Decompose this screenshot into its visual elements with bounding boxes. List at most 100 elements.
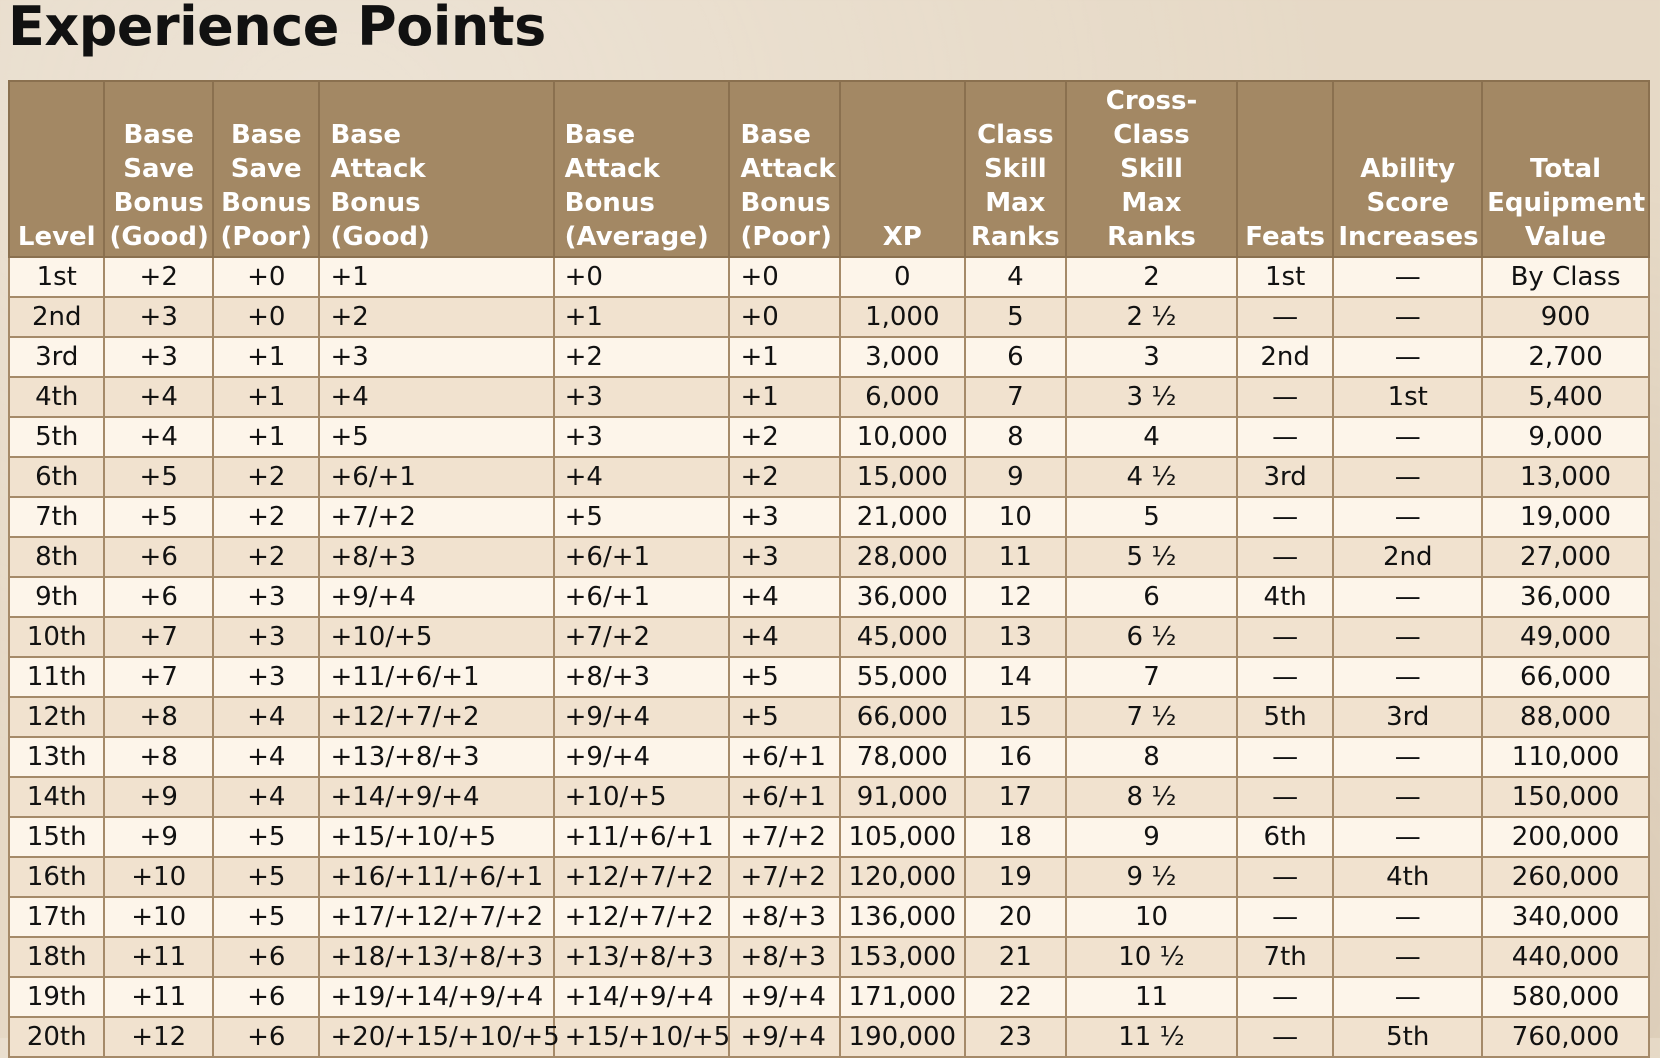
col-header-base-save-good: Base Save Bonus (Good) <box>103 80 214 258</box>
cell-feats: 4th <box>1235 576 1335 618</box>
cell-class-skill-max-ranks: 9 <box>963 456 1068 498</box>
cell-xp: 0 <box>839 256 966 298</box>
cell-base-save-good: +4 <box>103 376 214 418</box>
col-header-xp: XP <box>839 80 966 258</box>
cell-xp: 21,000 <box>839 496 966 538</box>
cell-base-attack-average: +9/+4 <box>552 696 731 738</box>
cell-base-attack-good: +19/+14/+9/+4 <box>318 976 555 1018</box>
col-header-line: Class <box>977 120 1054 150</box>
cell-cross-class-skill-max-ranks: 2 ½ <box>1065 296 1238 338</box>
cell-total-equipment-value: 27,000 <box>1481 536 1650 578</box>
col-header-line: Base <box>564 120 636 150</box>
cell-level: 19th <box>7 976 106 1018</box>
cell-base-save-poor: +4 <box>211 736 321 778</box>
cell-ability-score-increases: — <box>1332 496 1484 538</box>
cell-ability-score-increases: — <box>1332 816 1484 858</box>
cell-level: 14th <box>7 776 106 818</box>
cell-feats: — <box>1235 976 1335 1018</box>
cell-base-save-good: +8 <box>103 736 214 778</box>
cell-base-attack-average: +4 <box>552 456 731 498</box>
cell-total-equipment-value: 340,000 <box>1481 896 1650 938</box>
table-row: 3rd +3 +1 +3 +2 +1 3,000 6 3 2nd —2,700 <box>7 336 1650 378</box>
cell-xp: 6,000 <box>839 376 966 418</box>
cell-base-attack-good: +15/+10/+5 <box>318 816 555 858</box>
table-row: 7th +5 +2 +7/+2 +5 +3 21,000 10 5— —19,000 <box>7 496 1650 538</box>
col-header-line: (Poor) <box>740 222 832 252</box>
cell-class-skill-max-ranks: 17 <box>963 776 1068 818</box>
cell-base-save-good: +7 <box>103 656 214 698</box>
cell-base-attack-poor: +2 <box>728 416 841 458</box>
cell-base-attack-average: +6/+1 <box>552 536 731 578</box>
cell-cross-class-skill-max-ranks: 3 ½ <box>1065 376 1238 418</box>
cell-xp: 45,000 <box>839 616 966 658</box>
cell-cross-class-skill-max-ranks: 8 ½ <box>1065 776 1238 818</box>
cell-base-save-good: +5 <box>103 456 214 498</box>
table-body: 1st +2 +0 +1 +0 +0 0 4 2 1st — By Class 2nd +3 +0 +2 +1 +… <box>7 256 1650 1058</box>
cell-cross-class-skill-max-ranks: 9 <box>1065 816 1238 858</box>
cell-feats: — <box>1235 536 1335 578</box>
cell-base-save-poor: +3 <box>211 656 321 698</box>
cell-ability-score-increases: — <box>1332 456 1484 498</box>
cell-base-save-poor: +4 <box>211 696 321 738</box>
cell-base-attack-good: +16/+11/+6/+1 <box>318 856 555 898</box>
cell-base-attack-good: +10/+5 <box>318 616 555 658</box>
cell-base-attack-average: +1 <box>552 296 731 338</box>
cell-total-equipment-value: 36,000 <box>1481 576 1650 618</box>
cell-base-save-good: +10 <box>103 896 214 938</box>
col-header-line: Ranks <box>970 222 1060 252</box>
col-header-line: Score <box>1366 188 1449 218</box>
cell-ability-score-increases: — <box>1332 416 1484 458</box>
cell-feats: 2nd <box>1235 336 1335 378</box>
col-header-line: Max <box>1121 188 1182 218</box>
cell-class-skill-max-ranks: 7 <box>963 376 1068 418</box>
col-header-class-skill-max-ranks: Class Skill Max Ranks <box>963 80 1068 258</box>
cell-cross-class-skill-max-ranks: 2 <box>1065 256 1238 298</box>
cell-level: 16th <box>7 856 106 898</box>
col-header-total-equipment-value: Total Equipment Value <box>1481 80 1650 258</box>
cell-feats: — <box>1235 1016 1335 1058</box>
col-header-line: Skill <box>1120 154 1183 184</box>
cell-xp: 78,000 <box>839 736 966 778</box>
cell-ability-score-increases: 5th <box>1332 1016 1484 1058</box>
cell-level: 9th <box>7 576 106 618</box>
cell-total-equipment-value: 19,000 <box>1481 496 1650 538</box>
cell-ability-score-increases: — <box>1332 296 1484 338</box>
cell-xp: 120,000 <box>839 856 966 898</box>
cell-feats: — <box>1235 296 1335 338</box>
cell-total-equipment-value: 440,000 <box>1481 936 1650 978</box>
cell-class-skill-max-ranks: 4 <box>963 256 1068 298</box>
cell-cross-class-skill-max-ranks: 10 <box>1065 896 1238 938</box>
cell-feats: — <box>1235 776 1335 818</box>
table-row: 5th +4 +1 +5 +3 +2 10,000 8 4— —9,000 <box>7 416 1650 458</box>
cell-base-save-poor: +6 <box>211 1016 321 1058</box>
cell-base-save-poor: +1 <box>211 376 321 418</box>
col-header-line: Save <box>123 154 195 184</box>
cell-base-save-good: +3 <box>103 296 214 338</box>
cell-base-save-good: +8 <box>103 696 214 738</box>
cell-class-skill-max-ranks: 13 <box>963 616 1068 658</box>
cell-level: 3rd <box>7 336 106 378</box>
cell-base-attack-good: +9/+4 <box>318 576 555 618</box>
cell-base-save-poor: +1 <box>211 336 321 378</box>
cell-base-attack-good: +18/+13/+8/+3 <box>318 936 555 978</box>
cell-class-skill-max-ranks: 10 <box>963 496 1068 538</box>
cell-level: 7th <box>7 496 106 538</box>
cell-base-attack-poor: +1 <box>728 336 841 378</box>
col-header-line: Max <box>985 188 1046 218</box>
cell-feats: — <box>1235 896 1335 938</box>
col-header-line: Save <box>230 154 302 184</box>
col-header-line: Ranks <box>1107 222 1196 252</box>
col-header-base-attack-average: Base Attack Bonus (Average) <box>552 80 731 258</box>
table-row: 20th +12 +6 +20/+15/+10/+5 +15/+10/+5 +9/+4 19… <box>7 1016 1650 1058</box>
cell-class-skill-max-ranks: 15 <box>963 696 1068 738</box>
cell-base-attack-average: +6/+1 <box>552 576 731 618</box>
cell-class-skill-max-ranks: 11 <box>963 536 1068 578</box>
cell-base-save-poor: +2 <box>211 496 321 538</box>
header-row: Level Base Save Bonus (Good) Base Save Bonus (… <box>7 80 1650 258</box>
cell-cross-class-skill-max-ranks: 9 ½ <box>1065 856 1238 898</box>
cell-total-equipment-value: 5,400 <box>1481 376 1650 418</box>
cell-base-save-poor: +3 <box>211 576 321 618</box>
col-header-line: Base <box>123 120 194 150</box>
cell-xp: 66,000 <box>839 696 966 738</box>
col-header-line: Attack <box>564 154 660 184</box>
